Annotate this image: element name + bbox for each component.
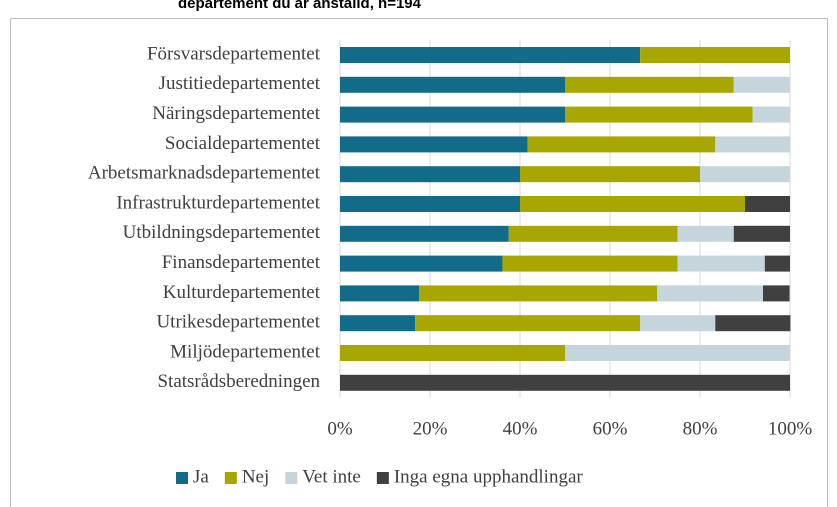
bar-segment	[508, 225, 678, 242]
bar-segment	[745, 196, 790, 212]
bar-segment	[340, 374, 790, 391]
y-tick-label: Justitiedepartementet	[159, 73, 321, 94]
legend-swatch	[285, 472, 298, 484]
chart-title: departement du är anställd, n=194	[178, 0, 422, 12]
bar-segment	[763, 285, 790, 302]
legend-swatch	[224, 472, 237, 484]
bar-segment	[677, 225, 734, 242]
y-tick-label: Försvarsdepartementet	[147, 43, 321, 64]
bar-segment	[520, 166, 700, 183]
bar-segment	[764, 255, 790, 272]
bar-segment	[565, 345, 790, 361]
bar-segment	[527, 136, 716, 153]
y-tick-label: Arbetsmarknadsdepartementet	[88, 163, 321, 184]
bar-segment	[715, 315, 791, 332]
bar-segment	[677, 255, 765, 272]
legend-label: Inga egna upphandlingar	[394, 466, 584, 487]
bar-segment	[657, 285, 763, 302]
bar-segment	[340, 136, 528, 153]
legend-swatch	[376, 472, 389, 484]
y-tick-label: Näringsdepartementet	[152, 103, 320, 124]
bar-segment	[565, 76, 734, 93]
bar-segment	[752, 106, 790, 123]
bar-segment	[340, 76, 565, 93]
y-tick-label: Infrastrukturdepartementet	[116, 192, 320, 213]
bar-segment	[340, 225, 509, 242]
bar-segment	[415, 315, 641, 332]
bar-segment	[502, 255, 678, 272]
bar-segment	[340, 47, 641, 63]
chart-frame	[10, 18, 828, 507]
bar-segment	[340, 345, 565, 361]
legend-label: Vet inte	[302, 466, 361, 487]
bar-segment	[733, 76, 790, 93]
x-tick-label: 100%	[768, 418, 813, 439]
bar-segment	[640, 315, 716, 332]
y-tick-label: Socialdepartementet	[165, 133, 321, 154]
y-tick-label: Finansdepartementet	[162, 252, 321, 273]
y-tick-label: Kulturdepartementet	[163, 282, 321, 303]
bar-segment	[340, 196, 520, 212]
bar-segment	[340, 166, 520, 183]
y-tick-label: Utrikesdepartementet	[156, 312, 320, 333]
legend-label: Nej	[242, 466, 269, 487]
bar-segment	[640, 47, 790, 63]
legend-swatch	[176, 472, 188, 484]
bar-segment	[340, 315, 416, 332]
y-tick-label: Statsrådsberedningen	[157, 371, 320, 392]
bar-segment	[700, 166, 790, 183]
bar-segment	[340, 255, 503, 272]
bar-segment	[419, 285, 658, 302]
x-tick-label: 40%	[503, 418, 538, 439]
y-tick-label: Utbildningsdepartementet	[123, 222, 321, 243]
bar-segment	[340, 106, 565, 123]
bar-segment	[733, 225, 790, 242]
bar-segment	[340, 285, 420, 302]
bar-segment	[520, 196, 745, 212]
bar-segment	[565, 106, 753, 123]
x-tick-label: 0%	[327, 418, 353, 439]
legend-label: Ja	[193, 466, 209, 487]
x-tick-label: 20%	[413, 418, 448, 439]
y-tick-label: Miljödepartementet	[170, 341, 321, 362]
x-tick-label: 80%	[683, 418, 718, 439]
bar-segment	[715, 136, 791, 153]
x-tick-label: 60%	[593, 418, 628, 439]
